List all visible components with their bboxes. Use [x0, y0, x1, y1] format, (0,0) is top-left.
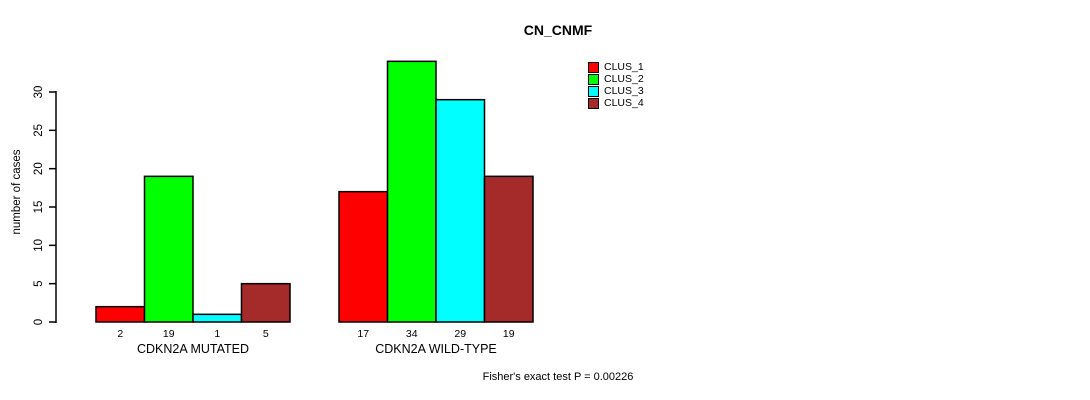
bar-clus_4-group2 [483, 175, 534, 323]
legend-swatch-icon [588, 85, 599, 97]
y-tick-label: 0 [33, 319, 45, 325]
bar-value-label: 19 [163, 328, 175, 340]
legend-swatch-icon [588, 73, 599, 85]
legend-item-label: CLUS_1 [604, 61, 644, 73]
y-tick-label: 10 [33, 239, 45, 252]
bar-value-label: 2 [117, 328, 123, 340]
y-tick-label: 25 [33, 124, 45, 137]
legend: CLUS_1 CLUS_2 CLUS_3 CLUS_4 [588, 61, 644, 109]
legend-swatch-icon [588, 97, 599, 109]
bar-value-label: 17 [357, 328, 369, 340]
bar-clus_4-group1 [240, 282, 291, 323]
y-axis-label: number of cases [11, 149, 23, 235]
legend-swatch-icon [588, 61, 599, 73]
bar-clus_2-group1 [143, 175, 194, 323]
bar-clus_3-group1 [192, 313, 243, 323]
legend-item-clus_4: CLUS_4 [588, 97, 644, 109]
legend-item-label: CLUS_4 [604, 97, 644, 109]
bar-value-label: 34 [406, 328, 418, 340]
legend-item-label: CLUS_2 [604, 73, 644, 85]
bar-value-label: 19 [503, 328, 515, 340]
legend-item-clus_1: CLUS_1 [588, 61, 644, 73]
annotation-text: Fisher's exact test P = 0.00226 [482, 371, 634, 383]
y-tick-label: 20 [33, 162, 45, 175]
bar-clus_1-group1 [95, 305, 146, 323]
legend-item-label: CLUS_3 [604, 85, 644, 97]
legend-item-clus_3: CLUS_3 [588, 85, 644, 97]
category-label: CDKN2A MUTATED [137, 342, 249, 356]
legend-item-clus_2: CLUS_2 [588, 73, 644, 85]
y-tick-label: 30 [33, 86, 45, 99]
chart-title: CN_CNMF [523, 22, 593, 38]
bar-value-label: 29 [454, 328, 466, 340]
bar-clus_3-group2 [435, 98, 486, 323]
bar-clus_1-group2 [338, 190, 389, 323]
bar-value-label: 1 [214, 328, 220, 340]
bar-clus_2-group2 [386, 60, 437, 323]
y-tick-label: 15 [33, 201, 45, 214]
bar-value-label: 5 [263, 328, 269, 340]
y-tick-label: 5 [33, 280, 45, 286]
category-label: CDKN2A WILD-TYPE [375, 342, 497, 356]
